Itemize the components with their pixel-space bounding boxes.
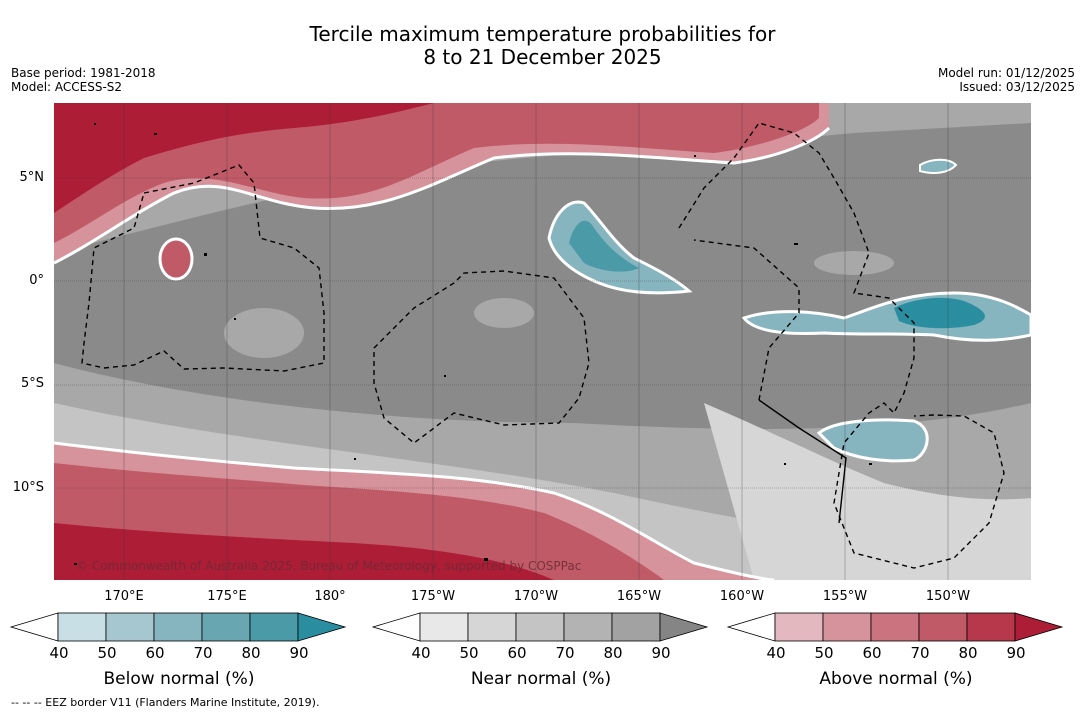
issued-date: Issued: 03/12/2025 bbox=[959, 80, 1075, 94]
lat-label-5n: 5°N bbox=[19, 170, 45, 185]
eez-footnote: -- -- -- EEZ border V11 (Flanders Marine… bbox=[11, 696, 320, 709]
probability-map bbox=[54, 103, 1031, 580]
colorbar-swatch bbox=[467, 612, 517, 642]
islands bbox=[74, 123, 872, 565]
colorbar-swatch bbox=[774, 612, 824, 642]
above-normal-north-core bbox=[54, 103, 434, 213]
lon-label: 180° bbox=[314, 589, 346, 604]
above-normal-south-core bbox=[54, 523, 554, 580]
cb-tick: 90 bbox=[651, 644, 671, 662]
colorbar-near-normal bbox=[371, 612, 712, 648]
base-period: Base period: 1981-2018 bbox=[11, 66, 156, 80]
colorbar-below-normal bbox=[9, 612, 350, 648]
colorbar-swatch bbox=[105, 612, 155, 642]
cb-tick: 50 bbox=[814, 644, 834, 662]
colorbar-above-normal bbox=[726, 612, 1067, 648]
colorbar-swatch bbox=[249, 612, 299, 642]
colorbar-swatch bbox=[153, 612, 203, 642]
colorbar-swatch bbox=[515, 612, 565, 642]
colorbar-above-title: Above normal (%) bbox=[819, 669, 973, 689]
cb-tick: 70 bbox=[555, 644, 575, 662]
below-normal-patch-c bbox=[816, 418, 929, 463]
lon-label: 175°W bbox=[410, 589, 456, 604]
colorbar-near-title: Near normal (%) bbox=[470, 669, 612, 689]
model-run: Model run: 01/12/2025 bbox=[937, 66, 1075, 80]
colorbar-swatch bbox=[822, 612, 872, 642]
colorbar-swatch bbox=[563, 612, 613, 642]
colorbar-swatch bbox=[419, 612, 469, 642]
lat-label-5s: 5°S bbox=[20, 376, 44, 391]
cb-tick: 70 bbox=[910, 644, 930, 662]
colorbar-low-extension bbox=[9, 612, 59, 642]
colorbar-above-swatches bbox=[726, 612, 1064, 642]
lat-label-10s: 10°S bbox=[12, 480, 44, 495]
colorbar-swatch bbox=[918, 612, 968, 642]
cb-tick: 80 bbox=[241, 644, 261, 662]
cb-tick: 80 bbox=[603, 644, 623, 662]
below-normal-patch-b-core bbox=[894, 297, 985, 329]
colorbar-below-swatches bbox=[9, 612, 347, 642]
near-normal-light-patch bbox=[474, 298, 534, 328]
cb-tick: 40 bbox=[766, 644, 786, 662]
above-normal-north-edge bbox=[54, 126, 831, 265]
model-name: Model: ACCESS-S2 bbox=[11, 80, 123, 94]
graticule bbox=[54, 103, 1031, 580]
near-normal-light-patch bbox=[814, 251, 894, 275]
map-title-line2: 8 to 21 December 2025 bbox=[423, 45, 662, 69]
eez-border bbox=[373, 270, 590, 444]
above-normal-south-edge bbox=[54, 441, 775, 580]
colorbar-high-extension bbox=[1014, 612, 1064, 642]
colorbar-swatch bbox=[611, 612, 661, 642]
cb-tick: 60 bbox=[507, 644, 527, 662]
lon-label: 170°W bbox=[513, 589, 559, 604]
cb-tick: 60 bbox=[145, 644, 165, 662]
lon-label: 160°W bbox=[719, 589, 765, 604]
lat-label-0: 0° bbox=[29, 273, 44, 288]
colorbar-high-extension bbox=[659, 612, 709, 642]
lon-label: 175°E bbox=[207, 589, 247, 604]
map-canvas bbox=[54, 103, 1031, 580]
near-normal-band-se bbox=[704, 403, 1031, 580]
colorbar-swatch bbox=[966, 612, 1016, 642]
meta-left: Base period: 1981-2018 Model: ACCESS-S2 bbox=[11, 66, 156, 94]
lon-label: 150°W bbox=[925, 589, 971, 604]
cb-tick: 60 bbox=[862, 644, 882, 662]
eez-border bbox=[693, 239, 800, 401]
cb-tick: 50 bbox=[459, 644, 479, 662]
cb-tick: 70 bbox=[193, 644, 213, 662]
copyright-notice: © Commonwealth of Australia 2025, Bureau… bbox=[76, 559, 582, 573]
above-normal-north-mid bbox=[54, 103, 819, 243]
lon-label: 155°W bbox=[822, 589, 868, 604]
lon-label: 170°E bbox=[104, 589, 144, 604]
colorbar-swatch bbox=[57, 612, 107, 642]
eez-border bbox=[678, 122, 1005, 569]
colorbar-high-extension bbox=[297, 612, 347, 642]
eez-border-solid bbox=[758, 399, 847, 524]
below-normal-patch-d bbox=[919, 158, 958, 174]
lon-label: 165°W bbox=[616, 589, 662, 604]
cb-tick: 40 bbox=[411, 644, 431, 662]
cb-tick: 90 bbox=[1006, 644, 1026, 662]
colorbar-below-title: Below normal (%) bbox=[103, 669, 255, 689]
map-title-line1: Tercile maximum temperature probabilitie… bbox=[309, 22, 776, 46]
above-normal-patch bbox=[158, 237, 194, 281]
cb-tick: 90 bbox=[289, 644, 309, 662]
cb-tick: 50 bbox=[97, 644, 117, 662]
cb-tick: 80 bbox=[958, 644, 978, 662]
near-normal-light-patch bbox=[224, 308, 304, 358]
below-normal-patch-a-core bbox=[569, 220, 639, 272]
colorbar-swatch bbox=[870, 612, 920, 642]
colorbar-low-extension bbox=[726, 612, 776, 642]
eez-borders bbox=[81, 122, 1005, 569]
colorbar-near-swatches bbox=[371, 612, 709, 642]
meta-right: Model run: 01/12/2025 Issued: 03/12/2025 bbox=[938, 66, 1075, 94]
eez-border bbox=[81, 164, 325, 372]
colorbar-low-extension bbox=[371, 612, 421, 642]
cb-tick: 40 bbox=[49, 644, 69, 662]
colorbar-swatch bbox=[201, 612, 251, 642]
